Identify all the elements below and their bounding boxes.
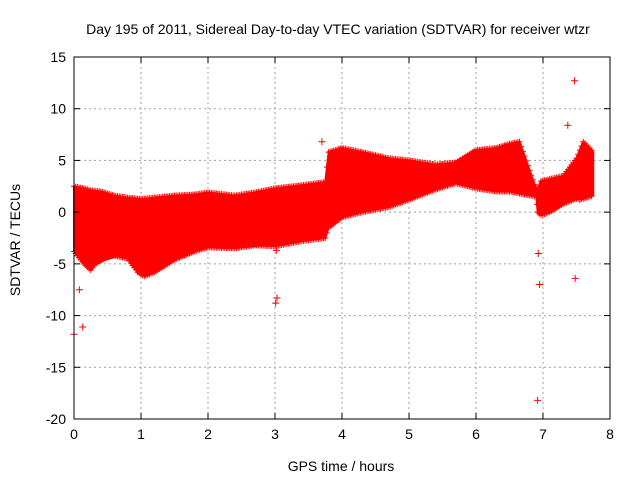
band-edge-point bbox=[519, 148, 526, 155]
streak-upper-branch bbox=[440, 143, 523, 171]
band-edge-point bbox=[322, 179, 329, 186]
band-edge-point bbox=[536, 182, 543, 189]
chart-title: Day 195 of 2011, Sidereal Day-to-day VTE… bbox=[86, 21, 590, 37]
band-edge-point bbox=[323, 229, 330, 236]
x-tick-label: 7 bbox=[539, 426, 547, 442]
streak-lower-dip bbox=[74, 233, 325, 276]
band-edge-point bbox=[528, 172, 535, 179]
data-band bbox=[73, 140, 595, 278]
outlier-point bbox=[576, 196, 584, 204]
outlier-point bbox=[564, 121, 572, 129]
band-edge-point bbox=[524, 162, 531, 169]
band-edge-point bbox=[576, 147, 583, 154]
outlier-point bbox=[273, 294, 281, 302]
band-edge-point bbox=[588, 193, 595, 200]
x-tick-label: 2 bbox=[204, 426, 212, 442]
x-tick-label: 3 bbox=[271, 426, 279, 442]
band-edge-point bbox=[578, 142, 585, 149]
outlier-point bbox=[534, 250, 542, 258]
band-edge-point bbox=[533, 193, 540, 200]
band-edge-point bbox=[573, 155, 580, 162]
band-edge-point bbox=[531, 181, 538, 188]
y-axis-label: SDTVAR / TECUs bbox=[7, 184, 23, 296]
axis-ticks: 0 1 2 3 4 5 6 7 8 -20 -15 -10 -5 0 5 10 15 bbox=[46, 49, 614, 442]
outlier-point bbox=[318, 138, 326, 146]
y-tick-label: 0 bbox=[58, 204, 66, 220]
outlier-point bbox=[570, 77, 578, 85]
outlier-point bbox=[75, 286, 83, 294]
y-tick-label: 10 bbox=[50, 101, 66, 117]
x-axis-label: GPS time / hours bbox=[288, 458, 395, 474]
y-tick-label: 15 bbox=[50, 49, 66, 65]
band-edge-point bbox=[526, 167, 533, 174]
outlier-point bbox=[272, 246, 280, 254]
data-layer bbox=[70, 77, 595, 404]
outlier-point bbox=[536, 281, 544, 289]
y-tick-label: -15 bbox=[46, 359, 66, 375]
band-edge-point bbox=[575, 151, 582, 158]
band-edge-point bbox=[523, 157, 530, 164]
band-edge-point bbox=[529, 176, 536, 183]
outlier-point bbox=[571, 274, 579, 282]
outlier-point bbox=[79, 323, 87, 331]
outlier-point bbox=[272, 299, 280, 307]
y-tick-label: -20 bbox=[46, 411, 66, 427]
x-tick-label: 8 bbox=[606, 426, 614, 442]
x-tick-label: 6 bbox=[472, 426, 480, 442]
y-tick-label: 5 bbox=[58, 152, 66, 168]
band-edge-point bbox=[533, 201, 540, 208]
outlier-point bbox=[534, 396, 542, 404]
x-tick-label: 5 bbox=[405, 426, 413, 442]
x-tick-label: 4 bbox=[338, 426, 346, 442]
band-edge-point bbox=[323, 164, 330, 171]
band-edge-point bbox=[534, 186, 541, 193]
streak-lower-branch bbox=[433, 173, 523, 191]
x-tick-label: 1 bbox=[137, 426, 145, 442]
y-tick-label: -10 bbox=[46, 308, 66, 324]
band-edge-point bbox=[521, 153, 528, 160]
x-tick-label: 0 bbox=[70, 426, 78, 442]
band-edge-point bbox=[588, 147, 595, 154]
y-tick-label: -5 bbox=[54, 256, 67, 272]
